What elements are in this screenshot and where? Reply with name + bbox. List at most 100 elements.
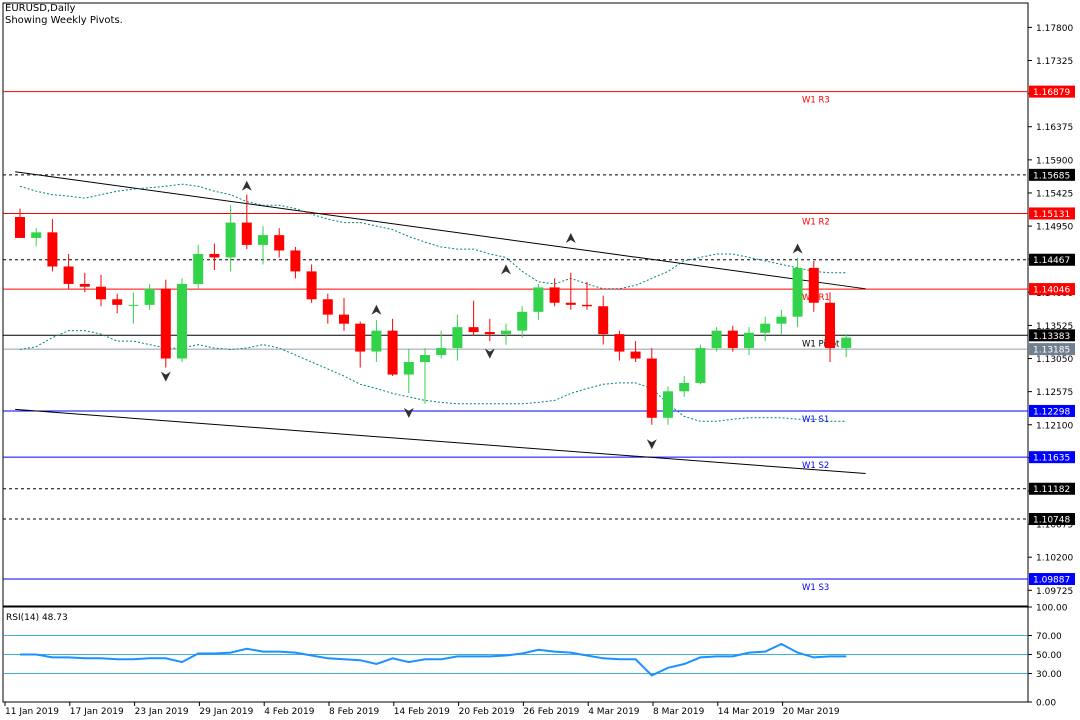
candle-body: [825, 302, 835, 349]
x-tick-label: 20 Feb 2019: [459, 707, 515, 717]
fractal-up-icon: [241, 180, 252, 191]
y-tick-label: 1.12100: [1036, 421, 1073, 431]
candle-body: [436, 348, 447, 356]
y-tick-label: 1.17325: [1036, 57, 1073, 67]
y-tick-label: 1.13525: [1036, 322, 1073, 332]
trendline: [15, 408, 866, 475]
y-tick-label: 1.15425: [1036, 189, 1073, 199]
price-panel-frame: [2, 2, 1029, 607]
rsi-label: RSI(14) 48.73: [6, 613, 68, 623]
candle-body: [776, 316, 787, 324]
x-tick-label: 8 Mar 2019: [653, 707, 705, 717]
candle-body: [31, 232, 42, 238]
pivot-label: W1 R3: [802, 96, 830, 106]
pivot-value: 1.12298: [1033, 407, 1070, 417]
candle-body: [258, 235, 268, 245]
x-tick-label: 23 Jan 2019: [135, 707, 189, 717]
fractal-up-icon: [565, 232, 576, 243]
rsi-line: [20, 642, 847, 677]
candle-body: [339, 314, 349, 324]
pivot-label: W1 R2: [802, 217, 830, 227]
candle-body: [79, 283, 90, 287]
candle-body: [549, 287, 560, 303]
price-marker-box: [1029, 253, 1075, 266]
candle-body: [468, 327, 479, 333]
y-tick-label: 1.10675: [1036, 521, 1073, 531]
price-marker-box: [1029, 168, 1075, 181]
y-tick-label: 1.09725: [1036, 587, 1073, 597]
candle-body: [241, 222, 252, 245]
pivot-value-box: [1029, 451, 1075, 464]
candle-body: [290, 250, 301, 272]
candle-body: [403, 362, 414, 375]
candle-body: [225, 222, 236, 258]
x-tick-label: 20 Mar 2019: [783, 707, 840, 717]
pivot-label: W1 S3: [802, 583, 829, 593]
candle-body: [160, 288, 171, 359]
candle-body: [96, 286, 106, 300]
y-tick-label: 1.10200: [1036, 554, 1073, 564]
pivot-value-box: [1029, 207, 1075, 220]
y-tick-label: 1.17800: [1036, 24, 1073, 34]
y-tick-label: 1.14950: [1036, 223, 1073, 233]
pivot-value: 1.15131: [1033, 210, 1070, 220]
price-marker-value: 1.14467: [1033, 256, 1070, 266]
y-tick-label: 1.13050: [1036, 355, 1073, 365]
candle-body: [355, 323, 366, 352]
x-tick-label: 14 Mar 2019: [718, 707, 775, 717]
rsi-tick-label: 70.00: [1036, 632, 1062, 642]
candle-body: [128, 304, 139, 306]
candle-body: [841, 337, 852, 349]
rsi-tick-label: 0.00: [1036, 699, 1056, 709]
pivot-value: 1.16879: [1033, 88, 1070, 98]
symbol-title: EURUSD,Daily: [5, 3, 76, 14]
x-tick-label: 26 Feb 2019: [523, 707, 579, 717]
candle-body: [144, 288, 155, 305]
candle-body: [663, 391, 673, 418]
fractal-down-icon: [646, 439, 657, 450]
candle-body: [420, 355, 430, 363]
price-marker-value: 1.15685: [1033, 171, 1070, 181]
price-marker-value: 1.13185: [1033, 346, 1070, 356]
candle-body: [63, 266, 74, 284]
candle-body: [792, 267, 803, 317]
candle-body: [598, 306, 609, 335]
candle-body: [112, 299, 123, 305]
fractal-down-icon: [484, 348, 495, 359]
fractal-down-icon: [160, 371, 171, 382]
candle-body: [517, 311, 528, 331]
candle-body: [808, 267, 819, 303]
fractal-up-icon: [501, 264, 511, 275]
x-tick-label: 4 Feb 2019: [264, 707, 315, 717]
rsi-tick-label: 50.00: [1036, 651, 1062, 661]
candle-body: [744, 332, 754, 349]
rsi-tick-label: 100.00: [1036, 604, 1068, 614]
upper-band-line: [19, 183, 847, 290]
pivot-label: W1 Pivot: [802, 339, 840, 349]
candle-body: [177, 283, 187, 359]
candle-body: [306, 271, 317, 300]
candle-body: [484, 332, 495, 335]
candle-body: [582, 304, 592, 307]
candle-body: [501, 330, 511, 335]
candle-body: [387, 330, 398, 375]
x-tick-label: 4 Mar 2019: [588, 707, 640, 717]
fractal-up-icon: [792, 243, 803, 254]
candle-body: [15, 217, 25, 238]
candle-body: [452, 327, 463, 349]
x-tick-label: 8 Feb 2019: [329, 707, 380, 717]
pivot-label: W1 S1: [802, 415, 829, 425]
candle-body: [209, 253, 220, 258]
candle-body: [533, 287, 544, 312]
pivot-value: 1.14046: [1033, 286, 1070, 296]
pivot-value: 1.13383: [1033, 332, 1070, 342]
pivot-value-box: [1029, 329, 1075, 342]
candle-body: [679, 382, 690, 392]
x-tick-label: 17 Jan 2019: [70, 707, 124, 717]
price-marker-box: [1029, 482, 1075, 495]
candle-body: [565, 302, 576, 305]
pivot-value: 1.09887: [1033, 576, 1070, 586]
pivot-value-box: [1029, 404, 1075, 417]
lower-band-line: [19, 330, 847, 422]
